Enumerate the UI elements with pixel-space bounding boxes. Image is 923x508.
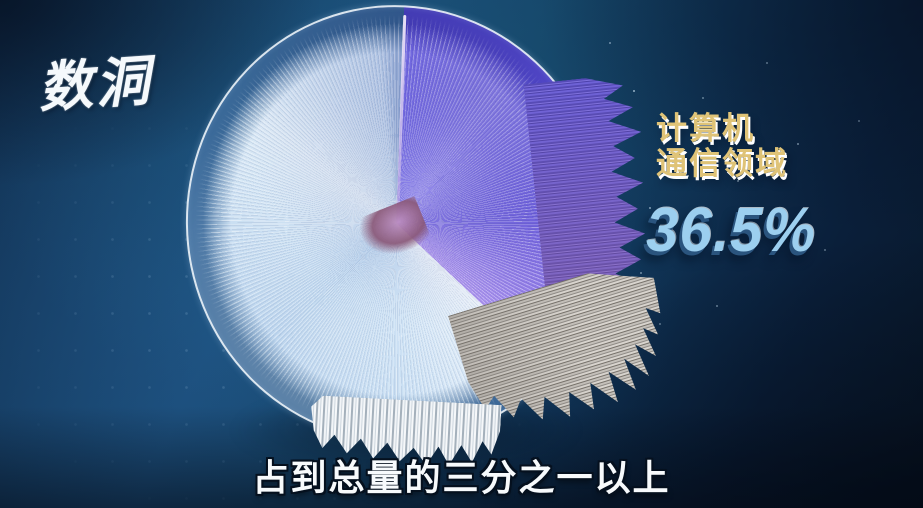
- slice-label-line2: 通信领域: [656, 145, 788, 181]
- slice-value: 36.5%: [646, 196, 816, 266]
- pie-chart: [164, 0, 629, 475]
- slice-callout: 计算机 通信领域 36.5%: [646, 111, 827, 266]
- subtitle-caption: 占到总量的三分之一以上: [252, 457, 671, 498]
- pie-outline-ring: [164, 0, 629, 463]
- slice-label-line1: 计算机: [656, 111, 755, 146]
- channel-logo: 数洞: [36, 48, 155, 120]
